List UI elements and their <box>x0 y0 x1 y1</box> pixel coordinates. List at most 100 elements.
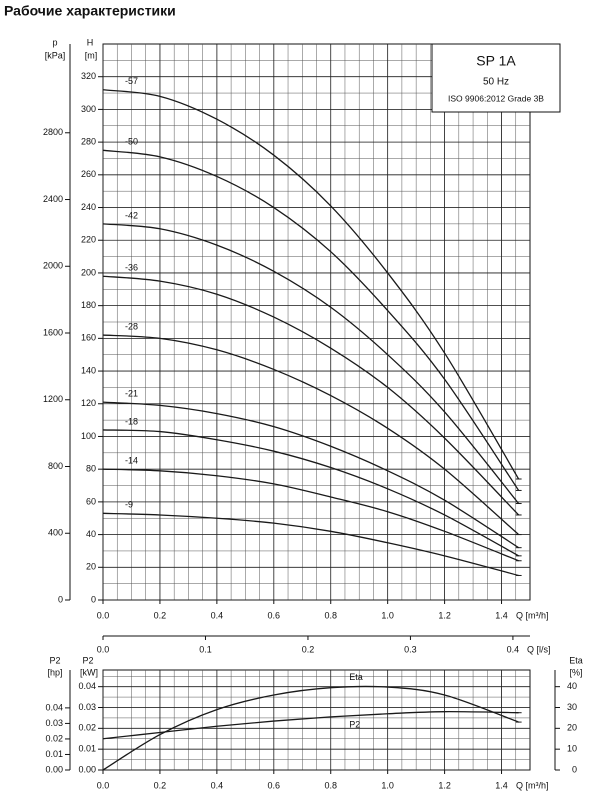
axis-unit: [hp] <box>47 667 62 677</box>
x-tick-label: 0.8 <box>324 780 337 790</box>
axis-label: Eta <box>569 655 583 665</box>
series-line <box>102 223 520 504</box>
y2-tick-label: 0 <box>58 594 63 604</box>
y-tick-label: 140 <box>81 365 96 375</box>
x2-tick-label: 0.0 <box>97 644 110 654</box>
y-tick-label: 0.04 <box>78 681 96 691</box>
x-tick-label: 0.6 <box>268 610 281 620</box>
y2-tick-label: 1200 <box>43 394 63 404</box>
legend-text: 50 Hz <box>483 77 509 88</box>
axis-unit: [m] <box>85 50 98 60</box>
series-line <box>102 89 520 480</box>
y-tick-label: 20 <box>86 562 96 572</box>
y2-tick-label: 400 <box>48 528 63 538</box>
x-tick-label: 0.4 <box>211 780 224 790</box>
x-tick-label: 1.2 <box>438 610 451 620</box>
series-line <box>102 149 520 491</box>
y3-tick-label: 0.00 <box>45 764 63 774</box>
series-label: -18 <box>125 416 138 426</box>
series-label: -21 <box>125 389 138 399</box>
y2-tick-label: 0 <box>572 764 577 774</box>
axis-label: P2 <box>49 655 60 665</box>
y-tick-label: 240 <box>81 202 96 212</box>
page-title: Рабочие характеристики <box>4 3 176 19</box>
y2-tick-label: 2800 <box>43 127 63 137</box>
y2-tick-label: 30 <box>567 702 577 712</box>
y2-tick-label: 2000 <box>43 261 63 271</box>
y2-tick-label: 20 <box>567 723 577 733</box>
x-tick-label: 1.0 <box>381 610 394 620</box>
series-line <box>102 275 520 516</box>
axis-label: P2 <box>82 655 93 665</box>
x-tick-label: 0.2 <box>154 610 167 620</box>
y2-tick-label: 40 <box>567 681 577 691</box>
x-tick-label: 1.4 <box>495 780 508 790</box>
axis-unit: [kPa] <box>45 50 66 60</box>
y2-tick-label: 10 <box>567 744 577 754</box>
x-tick-label: 0.0 <box>97 780 110 790</box>
x-tick-label: 0.0 <box>97 610 110 620</box>
axis-label: Q [m³/h] <box>516 610 549 620</box>
series-line <box>102 334 520 536</box>
x-tick-label: 1.0 <box>381 780 394 790</box>
axis-label: Q [l/s] <box>527 644 551 654</box>
y-tick-label: 40 <box>86 529 96 539</box>
x-tick-label: 0.6 <box>268 780 281 790</box>
series-line <box>102 711 519 740</box>
x2-tick-label: 0.4 <box>507 644 520 654</box>
series-line <box>102 685 519 771</box>
y-tick-label: 0.00 <box>78 764 96 774</box>
x2-tick-label: 0.2 <box>302 644 315 654</box>
y-tick-label: 280 <box>81 136 96 146</box>
axis-unit: [kW] <box>80 667 98 677</box>
axis-label: Q [m³/h] <box>516 780 549 790</box>
y-tick-label: 260 <box>81 169 96 179</box>
y-tick-label: 180 <box>81 300 96 310</box>
series-label: -28 <box>125 321 138 331</box>
y-tick-label: 0.03 <box>78 702 96 712</box>
y-tick-label: 0 <box>91 594 96 604</box>
y-tick-label: 60 <box>86 496 96 506</box>
legend-frame <box>431 43 561 113</box>
legend-text: ISO 9906:2012 Grade 3B <box>448 93 544 103</box>
x2-tick-label: 0.3 <box>404 644 417 654</box>
y-tick-label: 120 <box>81 398 96 408</box>
y-tick-label: 160 <box>81 333 96 343</box>
series-line <box>102 468 519 562</box>
y3-tick-label: 0.04 <box>45 702 63 712</box>
series-label: -50 <box>125 137 138 147</box>
legend-box: SP 1A 50 Hz ISO 9906:2012 Grade 3B <box>431 43 561 113</box>
y2-tick-label: 800 <box>48 461 63 471</box>
x-tick-label: 0.4 <box>211 610 224 620</box>
y-tick-label: 0.02 <box>78 723 96 733</box>
y-tick-label: 320 <box>81 71 96 81</box>
series-line <box>102 429 519 557</box>
series-label: -36 <box>125 263 138 273</box>
series-label: -57 <box>125 76 138 86</box>
y-tick-label: 300 <box>81 104 96 114</box>
y2-tick-label: 2400 <box>43 194 63 204</box>
series-label: -42 <box>125 210 138 220</box>
series-label: -14 <box>125 456 138 466</box>
y3-tick-label: 0.03 <box>45 718 63 728</box>
series-line <box>102 401 519 549</box>
y2-tick-label: 1600 <box>43 327 63 337</box>
axis-label: p <box>52 37 57 47</box>
x2-tick-label: 0.1 <box>199 644 212 654</box>
y-tick-label: 100 <box>81 431 96 441</box>
axis-label: H <box>87 37 94 47</box>
y3-tick-label: 0.01 <box>45 749 63 759</box>
y-tick-label: 80 <box>86 464 96 474</box>
axis-unit: [%] <box>569 667 582 677</box>
series-label: P2 <box>349 719 360 729</box>
y-tick-label: 220 <box>81 235 96 245</box>
series-label: Eta <box>349 672 363 682</box>
legend-text: SP 1A <box>476 53 516 69</box>
y3-tick-label: 0.02 <box>45 733 63 743</box>
series-label: -9 <box>125 500 133 510</box>
series-line <box>102 512 519 577</box>
x-tick-label: 0.2 <box>154 780 167 790</box>
y-tick-label: 0.01 <box>78 744 96 754</box>
y-tick-label: 200 <box>81 267 96 277</box>
